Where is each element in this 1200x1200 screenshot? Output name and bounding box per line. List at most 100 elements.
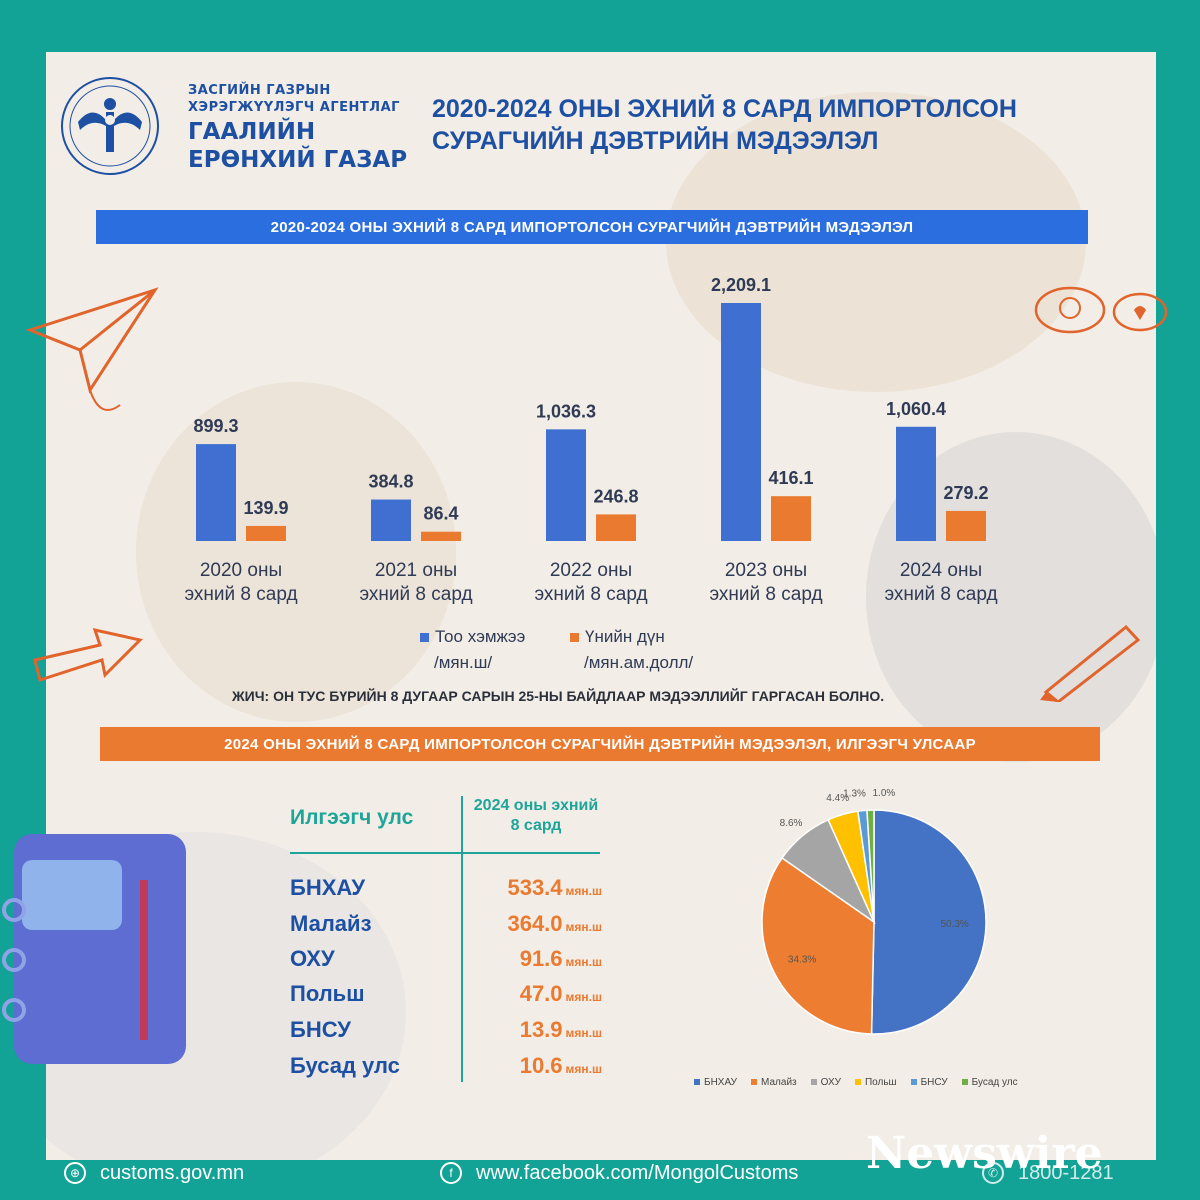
pie-legend-swatch bbox=[694, 1079, 700, 1086]
page-title: 2020-2024 ОНЫ ЭХНИЙ 8 САРД ИМПОРТОЛСОН С… bbox=[432, 93, 1132, 157]
bar-quantity-0 bbox=[196, 444, 236, 541]
notebook-icon bbox=[2, 834, 186, 1064]
bar-chart: 899.3 139.9 2020 оны эхний 8 сард 384.8 86.4 2… bbox=[184, 275, 997, 605]
value-unit: мян.ш bbox=[565, 1062, 602, 1076]
bar-data-label: 1,036.3 bbox=[536, 401, 596, 421]
bar-data-label: 86.4 bbox=[423, 504, 458, 524]
pie-slice-5 bbox=[866, 809, 875, 923]
arrow-icon bbox=[33, 627, 143, 682]
value-cell: 533.4 мян.ш bbox=[507, 875, 602, 901]
pie-legend-item: БНСУ bbox=[910, 1077, 948, 1088]
value-cell: 13.9 мян.ш bbox=[520, 1017, 602, 1043]
value-unit: мян.ш bbox=[565, 1026, 602, 1040]
pie-value-label: 4.4% bbox=[826, 793, 849, 804]
background-blob bbox=[136, 382, 456, 722]
bar-quantity-3 bbox=[721, 303, 761, 541]
value-number: 47.0 bbox=[519, 981, 563, 1006]
value-cell: 364.0 мян.ш bbox=[507, 911, 602, 937]
table-row: БНСУ 13.9 мян.ш bbox=[290, 1012, 602, 1048]
bar-data-label: 246.8 bbox=[593, 486, 638, 506]
value-number: 533.4 bbox=[507, 875, 563, 900]
legend-label: Үнийн дүн bbox=[585, 627, 665, 646]
value-unit: мян.ш bbox=[565, 884, 602, 898]
value-unit: мян.ш bbox=[565, 990, 602, 1004]
agency-line4: ЕРӨНХИЙ ГАЗАР bbox=[188, 147, 408, 173]
agency-line1: ЗАСГИЙН ГАЗРЫН bbox=[188, 83, 331, 98]
phone-number: 1800-1281 bbox=[1018, 1161, 1114, 1184]
pie-legend-item: БНХАУ bbox=[694, 1077, 737, 1088]
footer-phone: ✆ 1800-1281 bbox=[982, 1158, 1114, 1188]
footnote: ЖИЧ: ОН ТУС БҮРИЙН 8 ДУГААР САРЫН 25-НЫ … bbox=[232, 688, 885, 704]
value-number: 10.6 bbox=[519, 1053, 563, 1078]
legend-item-quantity: Тоо хэмжээ /мян.ш/ bbox=[420, 624, 525, 676]
pie-legend-label: Малайз bbox=[761, 1077, 797, 1088]
pie-legend-label: БНХАУ bbox=[704, 1077, 738, 1088]
table-row: Польш 47.0 мян.ш bbox=[290, 976, 602, 1012]
value-unit: мян.ш bbox=[565, 955, 602, 969]
customs-logo-icon bbox=[61, 77, 159, 175]
pie-legend-swatch bbox=[961, 1079, 968, 1086]
category-label: 2020 оны bbox=[200, 560, 282, 581]
bar-data-label: 2,209.1 bbox=[711, 275, 771, 295]
category-label: эхний 8 сард bbox=[534, 584, 647, 605]
value-cell: 91.6 мян.ш bbox=[520, 946, 602, 972]
pie-chart: 50.3% 34.3% 8.6% 4.4%1.3% 1.0% bbox=[761, 788, 987, 1035]
category-label: эхний 8 сард bbox=[184, 584, 297, 605]
pie-value-label: 8.6% bbox=[780, 818, 803, 829]
category-label: эхний 8 сард bbox=[709, 584, 822, 605]
category-label: эхний 8 сард bbox=[884, 584, 997, 605]
bar-value-4 bbox=[946, 510, 986, 541]
pie-slice-1 bbox=[761, 856, 875, 1035]
category-label: эхний 8 сард bbox=[359, 584, 472, 605]
pie-legend-label: Польш bbox=[864, 1077, 897, 1088]
pie-value-label: 34.3% bbox=[788, 955, 816, 966]
table-divider-vertical bbox=[461, 796, 463, 1082]
bar-data-label: 416.1 bbox=[768, 468, 813, 488]
pie-legend-swatch bbox=[910, 1079, 917, 1086]
pie-value-label: 50.3% bbox=[940, 919, 968, 930]
bar-data-label: 139.9 bbox=[243, 498, 288, 518]
agency-name: ЗАСГИЙН ГАЗРЫН ХЭРЭГЖҮҮЛЭГЧ АГЕНТЛАГ ГАА… bbox=[188, 82, 407, 174]
country-cell: БНХАУ bbox=[290, 875, 366, 900]
legend-unit: /мян.ш/ bbox=[434, 653, 493, 672]
speech-bubbles-icon bbox=[1034, 286, 1168, 334]
country-cell: Бусад улс bbox=[290, 1053, 400, 1078]
value-number: 13.9 bbox=[519, 1017, 563, 1042]
value-cell: 47.0 мян.ш bbox=[520, 981, 602, 1007]
footer-facebook[interactable]: f www.facebook.com/MongolCustoms bbox=[440, 1158, 798, 1188]
phone-icon: ✆ bbox=[982, 1162, 1004, 1184]
value-cell: 10.6 мян.ш bbox=[520, 1053, 602, 1079]
pie-slice-0 bbox=[870, 809, 987, 1035]
bar-data-label: 1,060.4 bbox=[886, 399, 946, 419]
bar-chart-banner: 2020-2024 ОНЫ ЭХНИЙ 8 САРД ИМПОРТОЛСОН С… bbox=[96, 210, 1088, 244]
newswire-watermark: Newswire bbox=[866, 1128, 1103, 1179]
pie-legend-label: Бусад улс bbox=[971, 1077, 1018, 1088]
bar-quantity-2 bbox=[546, 429, 586, 541]
footer-website[interactable]: ⊕ customs.gov.mn bbox=[64, 1158, 244, 1188]
pie-value-label: 1.3% bbox=[843, 789, 866, 800]
pie-legend-item: Бусад улс bbox=[961, 1077, 1018, 1088]
pie-legend-label: ОХУ bbox=[820, 1077, 841, 1088]
bar-value-1 bbox=[421, 531, 461, 541]
pie-legend: БНХАУ Малайз ОХУ Польш БНСУ Бусад улс bbox=[694, 1077, 1018, 1088]
country-cell: Польш bbox=[290, 981, 365, 1006]
agency-line2: ХЭРЭГЖҮҮЛЭГЧ АГЕНТЛАГ bbox=[188, 100, 400, 115]
bar-data-label: 899.3 bbox=[193, 416, 238, 436]
bar-value-3 bbox=[771, 496, 811, 541]
title-line2: СУРАГЧИЙН ДЭВТРИЙН МЭДЭЭЛЭЛ bbox=[432, 127, 879, 155]
pie-legend-item: ОХУ bbox=[810, 1077, 841, 1088]
pie-legend-swatch bbox=[854, 1079, 861, 1086]
facebook-icon: f bbox=[440, 1162, 462, 1184]
value-number: 91.6 bbox=[519, 946, 563, 971]
table-row: Малайз 364.0 мян.ш bbox=[290, 906, 602, 942]
legend-item-value: Үнийн дүн /мян.ам.долл/ bbox=[570, 624, 693, 676]
table-header-period: 2024 оны эхний 8 сард bbox=[473, 797, 599, 834]
country-cell: Малайз bbox=[290, 911, 372, 936]
table-row: БНХАУ 533.4 мян.ш bbox=[290, 870, 602, 906]
pie-value-label: 1.0% bbox=[873, 788, 896, 799]
bar-data-label: 384.8 bbox=[368, 472, 413, 492]
pie-legend-item: Польш bbox=[854, 1077, 897, 1088]
pie-legend-item: Малайз bbox=[751, 1077, 797, 1088]
facebook-link[interactable]: www.facebook.com/MongolCustoms bbox=[476, 1161, 799, 1184]
website-link[interactable]: customs.gov.mn bbox=[100, 1161, 245, 1184]
